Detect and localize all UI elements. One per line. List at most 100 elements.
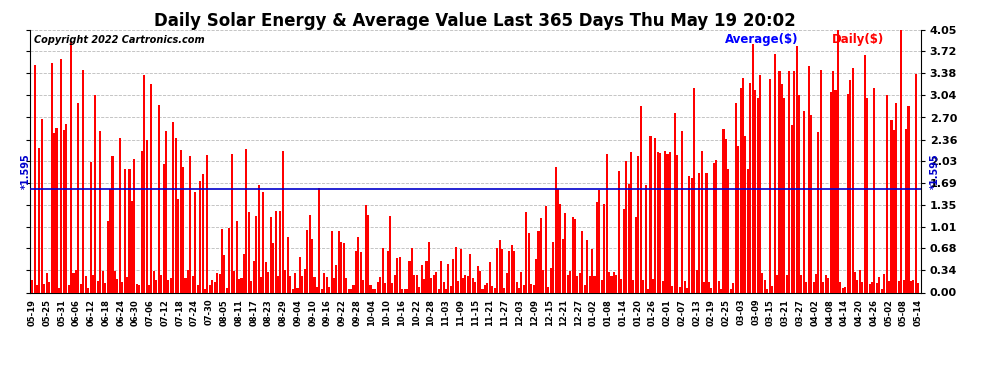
Bar [433, 275, 435, 292]
Bar [868, 284, 870, 292]
Bar [92, 275, 94, 292]
Bar [623, 209, 625, 292]
Bar [751, 44, 753, 292]
Bar [438, 289, 440, 292]
Bar [162, 164, 164, 292]
Bar [229, 228, 231, 292]
Bar [350, 289, 352, 292]
Bar [754, 90, 756, 292]
Bar [309, 214, 311, 292]
Bar [740, 88, 742, 292]
Bar [267, 272, 269, 292]
Bar [586, 240, 588, 292]
Bar [793, 71, 795, 292]
Bar [257, 185, 259, 292]
Bar [31, 280, 34, 292]
Bar [431, 278, 433, 292]
Bar [803, 111, 805, 292]
Bar [591, 249, 593, 292]
Bar [157, 105, 159, 292]
Bar [467, 276, 469, 292]
Bar [343, 243, 345, 292]
Bar [211, 280, 213, 292]
Bar [85, 276, 87, 292]
Bar [197, 285, 199, 292]
Bar [571, 217, 573, 292]
Bar [552, 242, 554, 292]
Bar [715, 160, 717, 292]
Bar [391, 283, 393, 292]
Bar [321, 289, 323, 292]
Bar [798, 94, 800, 292]
Bar [65, 124, 67, 292]
Bar [820, 70, 822, 292]
Bar [179, 150, 182, 292]
Bar [177, 199, 179, 292]
Bar [62, 129, 64, 292]
Bar [347, 289, 349, 292]
Bar [540, 218, 542, 292]
Bar [134, 159, 136, 292]
Bar [866, 98, 868, 292]
Bar [664, 151, 666, 292]
Bar [333, 278, 335, 292]
Bar [649, 136, 651, 292]
Bar [252, 261, 254, 292]
Bar [564, 213, 566, 292]
Bar [606, 154, 608, 292]
Bar [39, 148, 41, 292]
Bar [99, 131, 101, 292]
Bar [314, 276, 316, 292]
Bar [783, 98, 785, 292]
Bar [723, 129, 725, 292]
Bar [421, 265, 423, 292]
Bar [136, 284, 138, 292]
Bar [104, 283, 106, 292]
Bar [386, 251, 389, 292]
Bar [44, 284, 46, 292]
Bar [418, 287, 420, 292]
Bar [706, 173, 708, 292]
Bar [264, 262, 267, 292]
Bar [744, 136, 746, 292]
Bar [372, 289, 374, 292]
Bar [304, 269, 306, 292]
Bar [219, 274, 221, 292]
Bar [204, 289, 206, 292]
Bar [917, 282, 920, 292]
Bar [601, 280, 603, 292]
Bar [141, 151, 143, 292]
Bar [496, 248, 498, 292]
Bar [533, 285, 535, 292]
Bar [735, 103, 737, 292]
Bar [457, 281, 459, 292]
Bar [618, 171, 620, 292]
Bar [773, 54, 776, 292]
Text: Daily($): Daily($) [832, 33, 884, 46]
Bar [808, 66, 810, 292]
Bar [768, 79, 771, 292]
Bar [214, 282, 216, 292]
Bar [352, 285, 354, 292]
Bar [428, 242, 430, 292]
Bar [576, 276, 578, 292]
Bar [584, 285, 586, 292]
Bar [620, 279, 623, 292]
Bar [628, 184, 630, 292]
Bar [873, 88, 875, 292]
Text: Average($): Average($) [725, 33, 798, 46]
Bar [523, 285, 525, 292]
Bar [87, 288, 89, 292]
Bar [910, 280, 912, 292]
Bar [630, 152, 632, 292]
Bar [70, 40, 72, 292]
Bar [633, 280, 635, 292]
Bar [374, 289, 376, 292]
Bar [248, 212, 249, 292]
Bar [206, 155, 209, 292]
Bar [423, 279, 425, 292]
Bar [107, 221, 109, 292]
Bar [581, 231, 583, 292]
Bar [441, 261, 443, 292]
Bar [676, 155, 678, 292]
